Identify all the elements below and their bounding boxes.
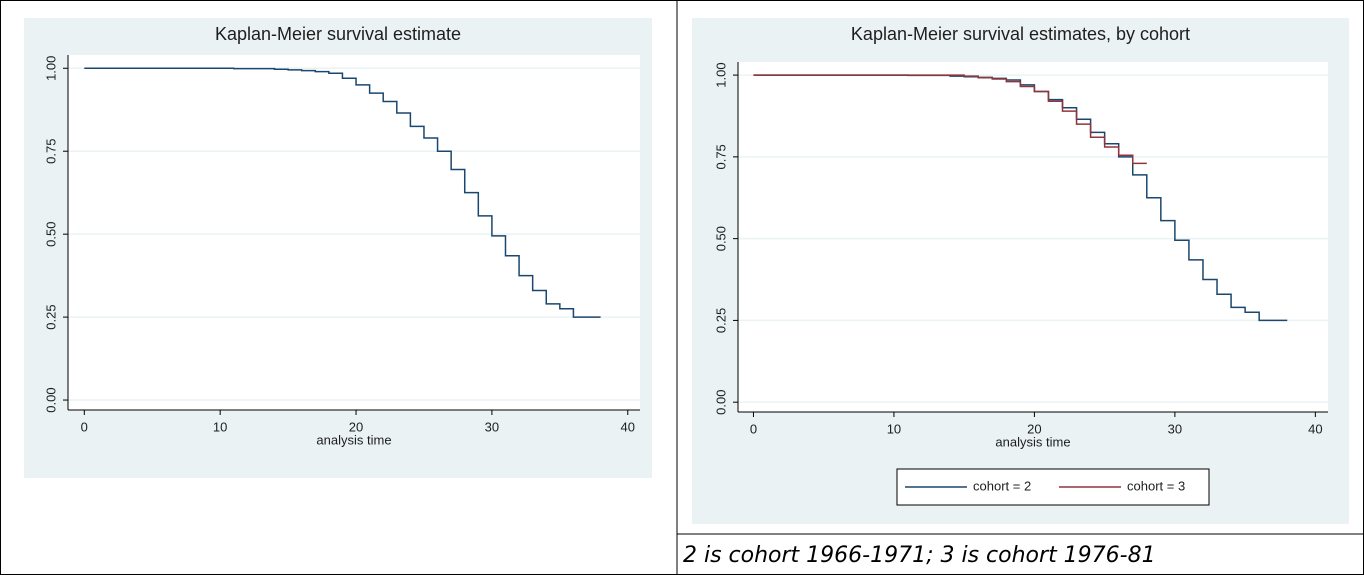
y-tick-label: 0.00 xyxy=(43,387,58,412)
x-tick-label: 10 xyxy=(213,419,227,434)
legend-label: cohort = 2 xyxy=(973,478,1031,493)
x-tick-label: 40 xyxy=(1308,421,1322,436)
y-tick-label: 0.00 xyxy=(713,390,728,415)
x-tick-label: 10 xyxy=(887,421,901,436)
y-tick-label: 0.75 xyxy=(713,144,728,169)
x-tick-label: 30 xyxy=(1168,421,1182,436)
x-tick-label: 30 xyxy=(485,419,499,434)
x-tick-label: 20 xyxy=(1027,421,1041,436)
y-tick-label: 1.00 xyxy=(713,62,728,87)
plot-area xyxy=(68,55,640,410)
x-axis-label: analysis time xyxy=(995,434,1070,449)
caption: 2 is cohort 1966-1971; 3 is cohort 1976-… xyxy=(683,543,1156,568)
plot-area xyxy=(738,62,1328,412)
y-tick-label: 0.50 xyxy=(713,226,728,251)
x-tick-label: 0 xyxy=(750,421,757,436)
chart-title: Kaplan-Meier survival estimate xyxy=(215,24,461,44)
y-tick-label: 0.25 xyxy=(713,308,728,333)
survival-line xyxy=(753,74,1147,165)
x-tick-label: 20 xyxy=(349,419,363,434)
y-tick-label: 0.75 xyxy=(43,139,58,164)
x-tick-label: 40 xyxy=(621,419,635,434)
y-tick-label: 0.25 xyxy=(43,304,58,329)
x-axis-label: analysis time xyxy=(316,432,391,447)
y-tick-label: 1.00 xyxy=(43,56,58,81)
survival-line xyxy=(84,67,601,318)
x-tick-label: 0 xyxy=(81,419,88,434)
y-tick-label: 0.50 xyxy=(43,222,58,247)
chart-title: Kaplan-Meier survival estimates, by coho… xyxy=(851,24,1190,44)
legend-label: cohort = 3 xyxy=(1127,478,1185,493)
